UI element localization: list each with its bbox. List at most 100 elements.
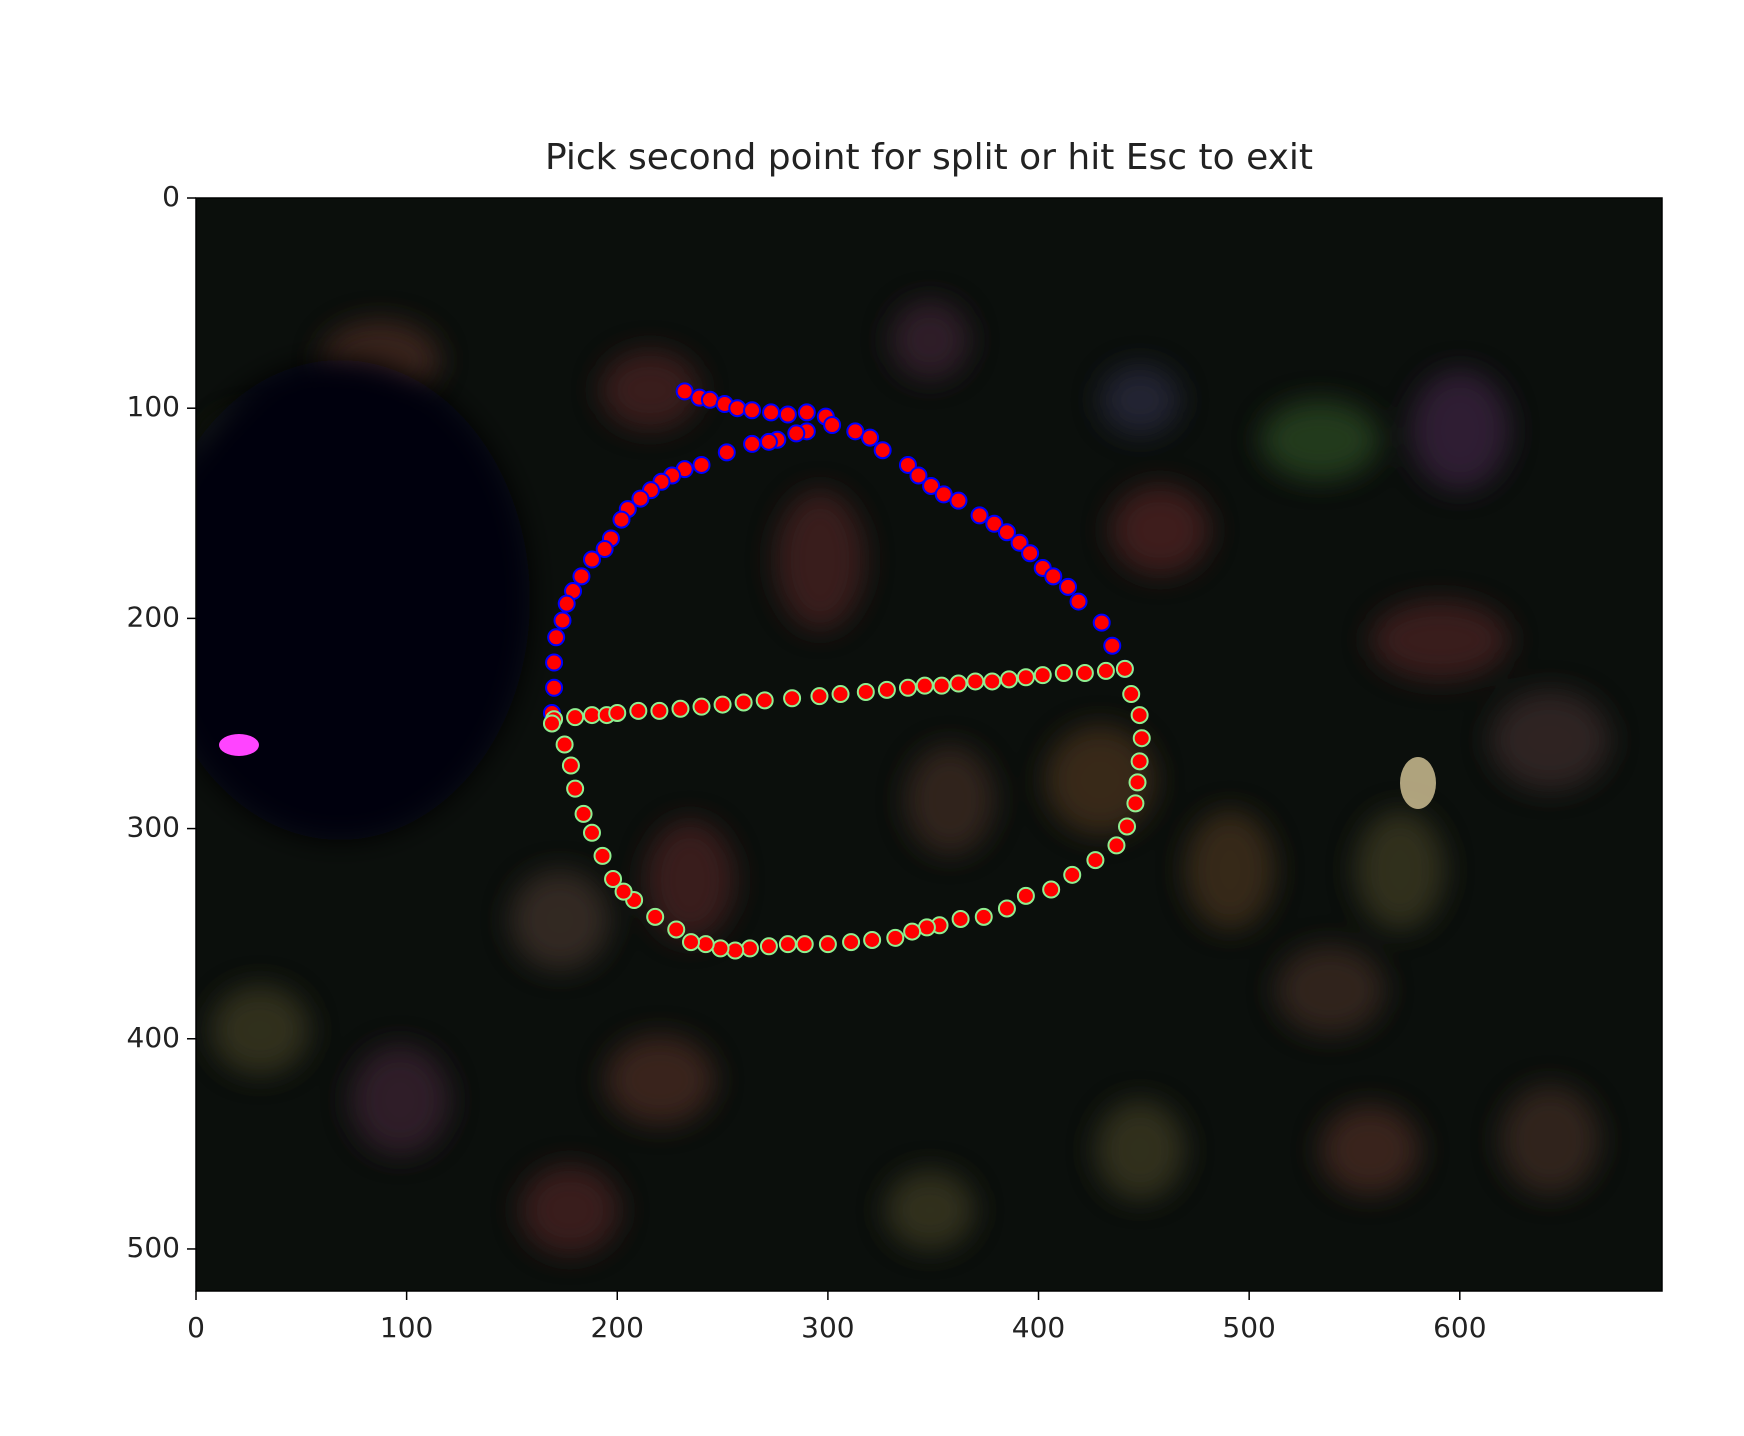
scatter-point [700, 390, 719, 409]
scatter-point [671, 699, 690, 718]
scatter-point [1000, 670, 1019, 689]
scatter-point [1054, 664, 1073, 683]
scatter-point [555, 735, 574, 754]
scatter-point [917, 918, 936, 937]
scatter-point [696, 935, 715, 954]
scatter-point [762, 403, 781, 422]
scatter-point [542, 714, 561, 733]
scatter-point [861, 428, 880, 447]
scatter-point [667, 920, 686, 939]
scatter-point [823, 416, 842, 435]
scatter-point [909, 466, 928, 485]
axes-frame [195, 197, 1663, 1292]
scatter-point [547, 628, 566, 647]
scatter-point [1016, 886, 1035, 905]
scatter-point [1117, 817, 1136, 836]
scatter-point [692, 455, 711, 474]
scatter-point [1132, 729, 1151, 748]
scatter-point [566, 779, 585, 798]
scatter-point [593, 846, 612, 865]
scatter-point [863, 930, 882, 949]
scatter-point [711, 939, 730, 958]
scatter-point [846, 422, 865, 441]
scatter-point [903, 922, 922, 941]
x-tick-label: 100 [380, 1311, 433, 1344]
scatter-point [922, 476, 941, 495]
scatter-point [608, 703, 627, 722]
scatter-point [1059, 577, 1078, 596]
scatter-point [612, 510, 631, 529]
scatter-point [787, 424, 806, 443]
scatter-point [759, 432, 778, 451]
scatter-point [726, 941, 745, 960]
scatter-point [898, 455, 917, 474]
scatter-point [553, 611, 572, 630]
scatter-point [1126, 794, 1145, 813]
scatter-point [566, 708, 585, 727]
scatter-point [755, 691, 774, 710]
x-tick-label: 600 [1433, 1311, 1486, 1344]
scatter-point [743, 401, 762, 420]
scatter-point [740, 939, 759, 958]
scatter-point [574, 804, 593, 823]
scatter-point [1033, 666, 1052, 685]
scatter-point [797, 403, 816, 422]
scatter-point [713, 695, 732, 714]
x-tick-label: 300 [801, 1311, 854, 1344]
scatter-point [873, 441, 892, 460]
scatter-point [966, 672, 985, 691]
scatter-point [759, 937, 778, 956]
y-tick-label: 100 [127, 390, 180, 423]
scatter-point [734, 693, 753, 712]
scatter-point [1130, 706, 1149, 725]
scatter-point [932, 676, 951, 695]
scatter-point [675, 382, 694, 401]
y-tick-label: 0 [162, 180, 180, 213]
microscopy-image [196, 198, 1662, 1291]
scatter-point [810, 687, 829, 706]
scatter-point [1044, 567, 1063, 586]
scatter-point [1063, 865, 1082, 884]
scatter-point [842, 933, 861, 952]
x-tick-label: 200 [591, 1311, 644, 1344]
x-tick-label: 0 [187, 1311, 205, 1344]
scatter-point [951, 909, 970, 928]
y-tick-label: 400 [127, 1021, 180, 1054]
scatter-point [795, 935, 814, 954]
scatter-point [778, 935, 797, 954]
scatter-point [561, 756, 580, 775]
scatter-point [1075, 664, 1094, 683]
scatter-point [856, 682, 875, 701]
y-tick-label: 500 [127, 1231, 180, 1264]
scatter-point [614, 882, 633, 901]
scatter-point [1021, 544, 1040, 563]
scatter-point [743, 434, 762, 453]
scatter-point [1128, 773, 1147, 792]
scatter-point [983, 672, 1002, 691]
scatter-point [572, 567, 591, 586]
scatter-point [1103, 636, 1122, 655]
scatter-point [783, 689, 802, 708]
chart-title: Pick second point for split or hit Esc t… [545, 137, 1313, 178]
scatter-point [974, 907, 993, 926]
scatter-point [997, 899, 1016, 918]
scatter-point [1115, 659, 1134, 678]
scatter-point [557, 594, 576, 613]
scatter-point [595, 540, 614, 559]
scatter-point [1107, 836, 1126, 855]
scatter-point [949, 674, 968, 693]
scatter-point [1042, 880, 1061, 899]
scatter-point [545, 678, 564, 697]
y-tick-label: 200 [127, 600, 180, 633]
x-tick-label: 400 [1012, 1311, 1065, 1344]
scatter-point [1122, 685, 1141, 704]
scatter-point [631, 489, 650, 508]
scatter-point [717, 443, 736, 462]
scatter-point [1086, 851, 1105, 870]
scatter-point [728, 399, 747, 418]
scatter-point [582, 550, 601, 569]
scatter-point [831, 685, 850, 704]
scatter-point [1069, 592, 1088, 611]
scatter-point [877, 680, 896, 699]
